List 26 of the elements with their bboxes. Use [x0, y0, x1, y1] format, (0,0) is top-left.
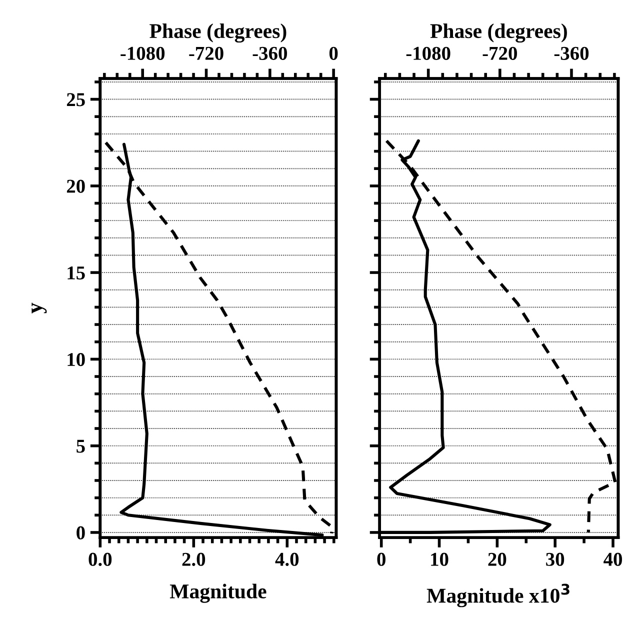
- x-tick-label: 2.0: [182, 552, 206, 566]
- x2-axis-title: Phase (degrees): [150, 23, 286, 43]
- y-tick-label: 0: [76, 526, 85, 540]
- x2-axis-title: Phase (degrees): [430, 23, 567, 43]
- y-tick-label: 20: [66, 180, 85, 193]
- x-tick-label: 0: [377, 552, 386, 566]
- x-tick-label: 0.0: [88, 552, 112, 566]
- x-tick-label: 30: [546, 552, 564, 566]
- y-tick-label: 10: [68, 353, 85, 366]
- x-tick-label: 20: [488, 552, 506, 566]
- x2-tick-label: 0: [329, 46, 338, 60]
- x-tick-label: 4.0: [275, 552, 299, 566]
- x2-tick-label: -360: [252, 46, 287, 60]
- x2-tick-label: -360: [554, 46, 589, 60]
- x2-tick-label: -1080: [406, 46, 450, 60]
- y-axis-title: y: [32, 302, 47, 314]
- x-tick-label: 10: [431, 552, 448, 566]
- x2-tick-label: -720: [482, 46, 517, 60]
- y-tick-label: 25: [66, 93, 85, 106]
- y-tick-label: 15: [68, 266, 85, 280]
- y-tick-label: 5: [76, 440, 85, 453]
- x-tick-label: 40: [604, 552, 622, 566]
- x2-tick-label: -1080: [120, 46, 165, 60]
- x2-tick-label: -720: [189, 46, 224, 60]
- x-axis-title: Magnitude: [170, 584, 266, 603]
- x-axis-title: Magnitude x10$^{3}$: [426, 584, 570, 608]
